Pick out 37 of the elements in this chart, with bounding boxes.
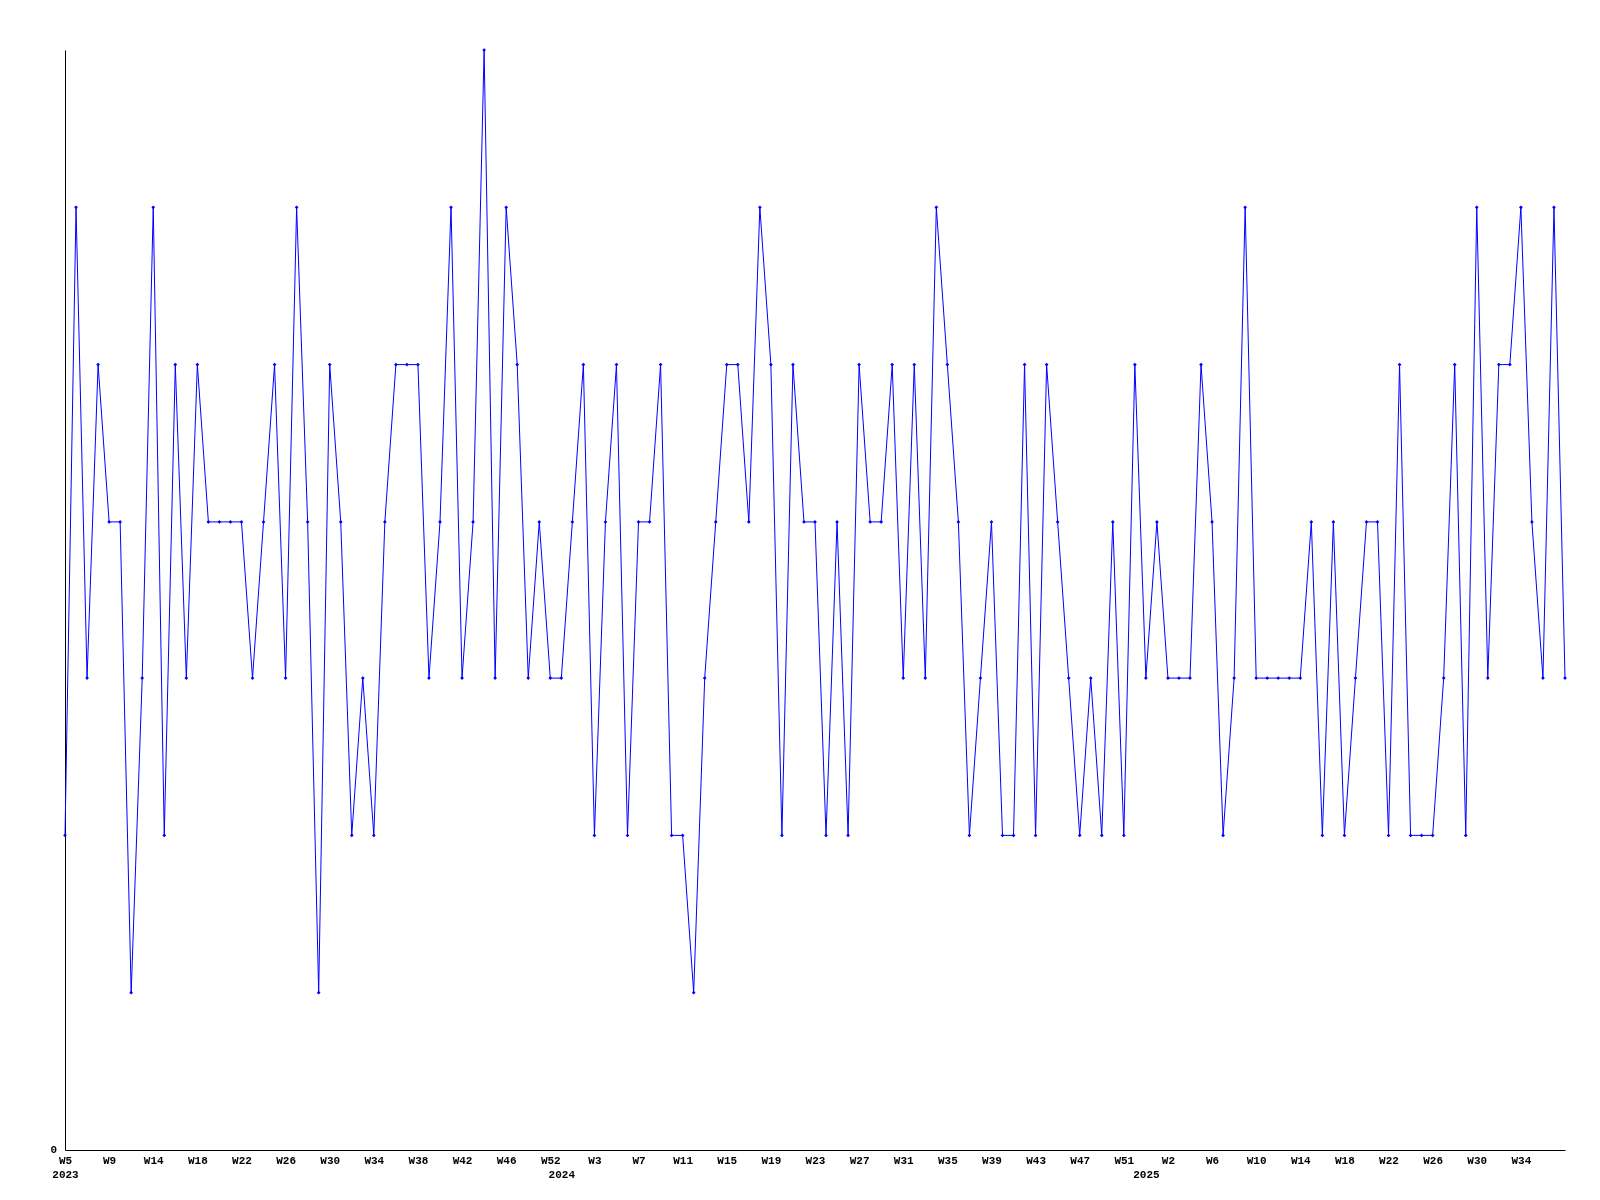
x-tick-label: W22 [1379,1154,1399,1167]
x-tick-label: W51 [1114,1154,1135,1167]
x-tick-label: W23 [805,1154,826,1167]
x-tick-label: W19 [761,1154,782,1167]
x-tick-label: W39 [982,1154,1002,1167]
x-tick-label: W47 [1070,1154,1091,1167]
x-tick-label: W26 [1423,1154,1444,1167]
x-tick-label: W38 [408,1154,429,1167]
x-tick-label: W15 [717,1154,738,1167]
x-tick-label: W31 [893,1154,915,1167]
x-tick-label: W52 [540,1154,561,1167]
x-tick-label: 2024 [548,1168,576,1181]
x-tick-label: 2025 [1133,1168,1160,1181]
x-tick-label: W5 2023 [52,1154,80,1181]
x-tick-label: W35 [937,1154,959,1167]
x-tick-label: W30 [320,1154,341,1167]
x-tick-label: W2 [1161,1154,1176,1167]
x-tick-label: W42 [452,1154,473,1167]
x-tick-label: W34 [1511,1154,1532,1167]
x-tick-label: W9 [103,1154,117,1167]
x-tick-label: W3 [588,1154,602,1167]
x-tick-label: W14 [1290,1154,1312,1167]
x-tick-label: W46 [496,1154,517,1167]
x-tick-label: W27 [849,1154,870,1167]
x-tick-label: W34 [364,1154,385,1167]
x-tick-label: W11 [673,1154,694,1167]
x-tick-label: W18 [187,1154,209,1167]
x-tick-label: W6 [1205,1154,1220,1167]
text: 0 [50,1144,57,1156]
x-tick-label: W22 [232,1154,252,1167]
x-tick-label: W26 [276,1154,296,1167]
x-tick-label: W14 [143,1154,165,1167]
x-tick-label: W7 [632,1154,646,1167]
x-tick-label: W10 [1246,1154,1267,1167]
x-tick-label: W18 [1335,1154,1356,1167]
x-tick-label: W30 [1467,1154,1488,1167]
x-tick-label: W43 [1026,1154,1047,1167]
